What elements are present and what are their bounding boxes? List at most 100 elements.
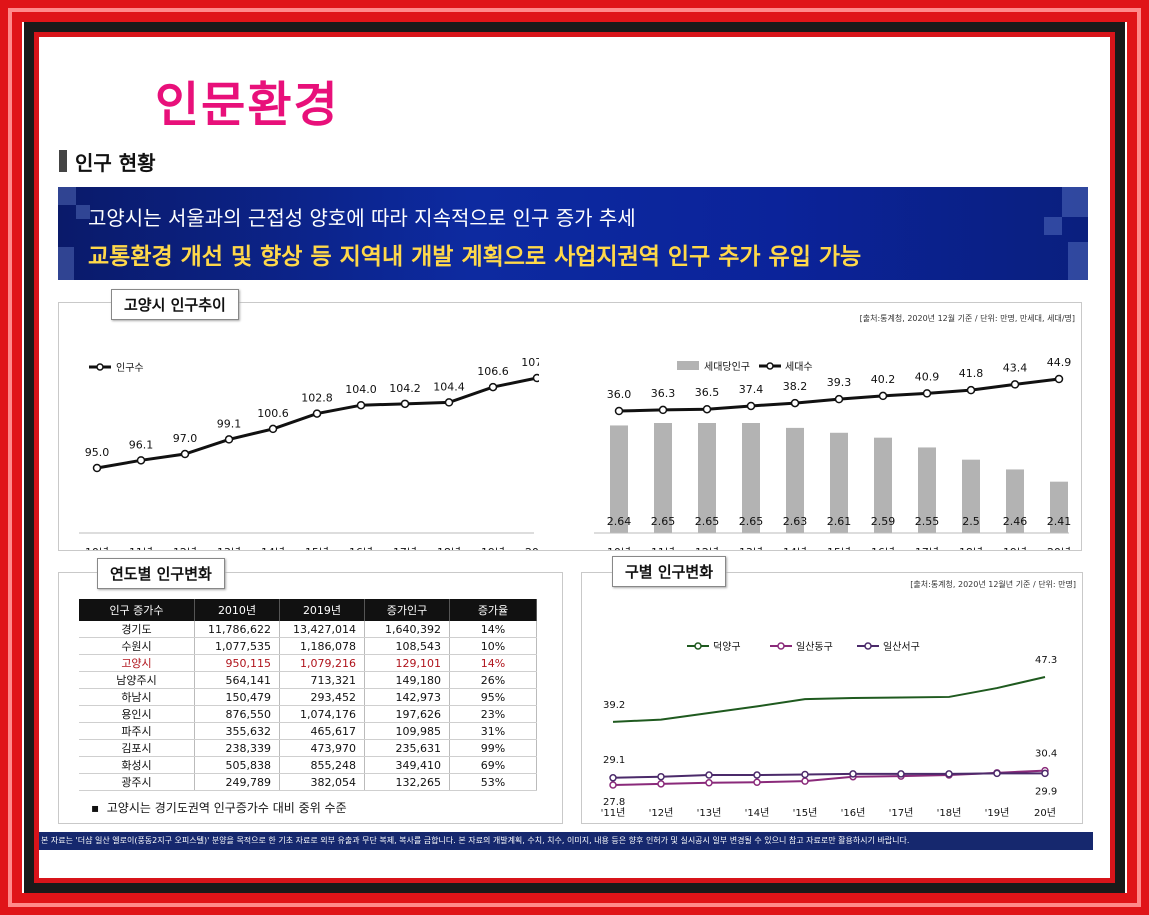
data-point	[657, 772, 665, 781]
table-cell: 53%	[449, 773, 537, 791]
table-cell: 238,339	[194, 739, 280, 757]
x-tick-label: 20년	[1034, 807, 1056, 819]
table-cell: 150,479	[194, 688, 280, 706]
end-label: 27.8	[603, 797, 625, 808]
data-point	[532, 373, 539, 383]
x-tick-label: 16년	[871, 546, 895, 550]
table-row: 파주시 355,632 465,617 109,985 31%	[79, 722, 537, 740]
legend-line-label: 세대수	[785, 361, 813, 373]
trend-panel-tab: 고양시 인구추이	[111, 289, 239, 320]
data-point	[753, 771, 761, 779]
table-cell: 95%	[449, 688, 537, 706]
bar	[786, 427, 804, 533]
data-label: 100.6	[257, 407, 289, 420]
data-point	[705, 779, 713, 787]
section-title: 인구 현황	[75, 151, 156, 175]
data-label: 37.4	[739, 383, 764, 396]
x-tick-label: 10년	[85, 546, 109, 550]
bar	[1006, 469, 1024, 533]
bar	[698, 423, 716, 533]
page-title: 인문환경	[155, 77, 340, 133]
population-increase-table: 인구 증가수 2010년 2019년 증가인구 증가율 경기도 11,786,622 13,…	[79, 599, 537, 791]
end-label: 39.2	[603, 700, 625, 711]
data-point	[614, 406, 624, 416]
table-cell: 197,626	[364, 705, 450, 723]
bar	[654, 423, 672, 533]
table-row: 고양시 950,115 1,079,216 129,101 14%	[79, 654, 537, 672]
decorative-red-inner-frame	[34, 32, 1115, 883]
bar	[830, 432, 848, 533]
table-cell: 129,101	[364, 654, 450, 672]
x-tick-label: 20년	[525, 546, 539, 550]
data-point	[790, 398, 800, 408]
table-cell: 293,452	[279, 688, 365, 706]
x-tick-label: 17년	[915, 546, 939, 550]
x-tick-label: 17년	[393, 546, 417, 550]
end-label: 29.1	[603, 755, 625, 766]
data-label: 102.8	[301, 392, 333, 405]
bar	[874, 437, 892, 533]
table-cell: 355,632	[194, 722, 280, 740]
table-header-cell: 증가율	[449, 599, 537, 621]
data-point	[609, 781, 617, 789]
table-row: 화성시 505,838 855,248 349,410 69%	[79, 756, 537, 774]
x-tick-label: 15년	[827, 546, 851, 550]
data-label: 36.3	[651, 387, 676, 400]
table-cell: 142,973	[364, 688, 450, 706]
table-header-cell: 인구 증가수	[79, 599, 195, 621]
data-label: 104.0	[345, 383, 377, 396]
table-cell: 수원시	[79, 637, 195, 655]
x-tick-label: 13년	[739, 546, 763, 550]
bar-value-label: 2.65	[695, 515, 720, 528]
bar-value-label: 2.65	[651, 515, 676, 528]
table-cell: 26%	[449, 671, 537, 689]
table-cell: 108,543	[364, 637, 450, 655]
data-point	[224, 435, 234, 444]
table-row: 광주시 249,789 382,054 132,265 53%	[79, 773, 537, 791]
data-label: 40.9	[915, 370, 940, 383]
x-tick-label: 13년	[217, 546, 241, 550]
table-cell: 713,321	[279, 671, 365, 689]
legend-label: 인구수	[116, 362, 144, 374]
bar	[610, 425, 628, 533]
legend-bar-label: 세대당인구	[704, 361, 750, 373]
data-point	[180, 449, 190, 459]
x-tick-label: '12년	[649, 807, 674, 819]
end-label: 47.3	[1035, 655, 1057, 666]
table-cell: 김포시	[79, 739, 195, 757]
table-note: ▪ 고양시는 경기도권역 인구증가수 대비 중위 수준	[91, 801, 347, 815]
x-tick-label: 18년	[959, 546, 983, 550]
table-cell: 249,789	[194, 773, 280, 791]
data-label: 107.9	[521, 356, 539, 369]
table-cell: 14%	[449, 654, 537, 672]
data-point	[746, 401, 756, 411]
decorative-black-frame	[24, 22, 1125, 893]
data-point	[268, 424, 278, 434]
table-cell: 876,550	[194, 705, 280, 723]
section-marker	[59, 150, 67, 172]
x-tick-label: '13년	[697, 807, 722, 819]
data-point	[657, 780, 665, 788]
legend-marker	[777, 642, 785, 650]
table-cell: 69%	[449, 756, 537, 774]
data-point	[400, 399, 410, 409]
table-cell: 1,186,078	[279, 637, 365, 655]
data-point	[993, 769, 1001, 778]
bar	[1050, 481, 1068, 533]
data-point	[705, 771, 713, 779]
data-point	[897, 770, 905, 778]
table-cell: 31%	[449, 722, 537, 740]
bar-value-label: 2.59	[871, 515, 896, 528]
table-cell: 505,838	[194, 756, 280, 774]
table-cell: 고양시	[79, 654, 195, 672]
data-point	[1010, 380, 1020, 389]
bar-value-label: 2.41	[1047, 515, 1072, 528]
bar-value-label: 2.61	[827, 515, 852, 528]
data-point	[356, 400, 366, 410]
table-cell: 473,970	[279, 739, 365, 757]
x-tick-label: 20년	[1047, 546, 1071, 550]
data-point	[609, 774, 617, 782]
table-note-text: 고양시는 경기도권역 인구증가수 대비 중위 수준	[106, 801, 347, 815]
table-cell: 1,079,216	[279, 654, 365, 672]
table-row: 용인시 876,550 1,074,176 197,626 23%	[79, 705, 537, 723]
